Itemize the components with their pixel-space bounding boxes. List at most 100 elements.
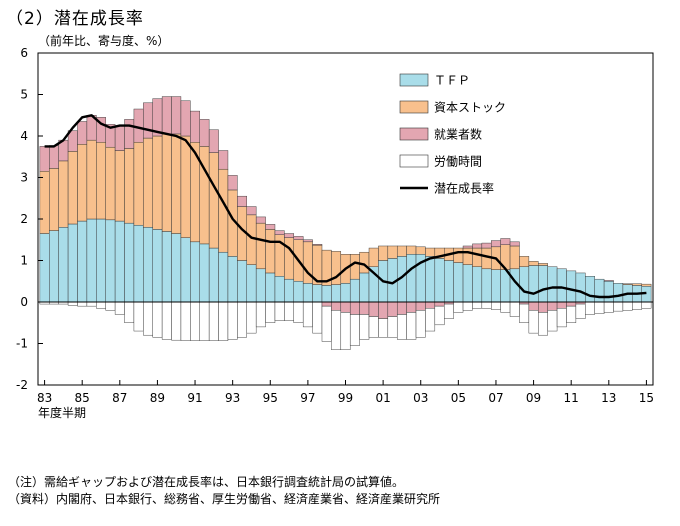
bar-hours (161, 301, 172, 340)
bar-capital (96, 141, 106, 220)
bar-capital (86, 139, 97, 220)
y-tick-label: 2 (20, 212, 28, 226)
bar-hours (387, 316, 398, 338)
bar-hours (528, 310, 539, 334)
bar-hours (462, 301, 473, 311)
bar-labor (190, 110, 200, 143)
bar-tfp (67, 223, 78, 303)
bar-labor (472, 243, 483, 249)
bar-capital (349, 254, 360, 280)
bar-labor (434, 301, 445, 307)
bar-tfp (86, 218, 97, 303)
bar-tfp (556, 268, 567, 303)
bar-hours (86, 301, 97, 307)
bar-hours (274, 301, 285, 321)
bar-hours (453, 301, 464, 313)
bar-capital (453, 247, 464, 263)
bar-hours (218, 301, 229, 341)
bar-labor (227, 175, 238, 191)
bar-hours (293, 301, 304, 323)
bar-capital (208, 152, 219, 249)
bars-layer (39, 96, 652, 350)
bar-labor (143, 102, 153, 139)
bar-hours (575, 303, 586, 319)
bar-capital (622, 283, 633, 285)
bar-labor (359, 301, 370, 315)
bar-labor (368, 301, 379, 317)
bar-hours (500, 301, 511, 313)
x-tick-label: 15 (639, 391, 654, 405)
bar-hours (349, 314, 360, 346)
bar-tfp (227, 256, 238, 303)
bar-tfp (246, 264, 257, 303)
bar-hours (434, 305, 445, 326)
bar-tfp (603, 281, 614, 303)
bar-hours (472, 301, 483, 309)
bar-tfp (472, 266, 483, 303)
bar-capital (359, 251, 370, 274)
note-line: （注）需給ギャップおよび潜在成長率は、日本銀行調査統計局の試算値。 (8, 475, 405, 489)
bar-hours (538, 312, 548, 336)
bar-tfp (199, 243, 210, 303)
bar-tfp (302, 283, 313, 303)
bar-hours (632, 301, 642, 310)
bar-capital (161, 133, 172, 232)
x-tick-label: 83 (37, 391, 52, 405)
bar-labor (284, 233, 295, 238)
series-line-potential-growth (44, 114, 647, 299)
x-tick-label: 95 (263, 391, 278, 405)
bar-tfp (190, 241, 200, 303)
bar-labor (331, 301, 342, 311)
legend-swatch-labor (399, 127, 429, 141)
bar-labor (387, 301, 398, 317)
bar-hours (566, 305, 577, 323)
bar-hours (199, 301, 210, 341)
bar-hours (255, 301, 266, 328)
bar-capital (378, 245, 389, 261)
bar-capital (218, 168, 229, 253)
legend-label-tfp: ＴＦＰ (434, 74, 470, 88)
y-tick-label: 6 (20, 46, 28, 60)
bar-labor (547, 301, 558, 311)
bar-hours (594, 301, 605, 314)
line-layer (44, 114, 647, 299)
bar-labor (49, 145, 59, 169)
bar-labor (491, 240, 501, 248)
bar-hours (96, 301, 106, 309)
x-tick-label: 05 (451, 391, 466, 405)
legend-label-labor: 就業者数 (434, 127, 482, 142)
bar-labor (114, 125, 125, 151)
bar-capital (143, 137, 153, 228)
bar-tfp (96, 218, 106, 303)
bar-hours (519, 303, 530, 323)
bar-capital (284, 237, 295, 280)
bar-tfp (547, 266, 558, 303)
bar-capital (425, 247, 436, 257)
bar-labor (265, 224, 276, 230)
x-tick-label: 91 (187, 391, 202, 405)
y-tick-label: -2 (16, 378, 28, 392)
bar-capital (509, 245, 520, 270)
bar-capital (641, 283, 652, 287)
bar-tfp (161, 231, 172, 303)
bar-hours (340, 312, 351, 350)
bar-labor (180, 100, 191, 137)
bar-hours (312, 301, 323, 334)
bar-tfp (434, 258, 445, 303)
bar-tfp (133, 225, 144, 303)
bar-tfp (114, 220, 125, 303)
bar-labor (566, 301, 577, 307)
bar-tfp (349, 278, 360, 303)
x-tick-label: 97 (300, 391, 315, 405)
bar-capital (39, 171, 50, 234)
bar-tfp (274, 276, 285, 303)
bar-tfp (519, 266, 530, 303)
bar-hours (237, 301, 247, 338)
bar-labor (349, 301, 360, 315)
bar-labor (556, 301, 567, 309)
bar-tfp (613, 283, 624, 303)
bar-hours (509, 301, 520, 317)
bar-hours (406, 312, 417, 340)
bar-hours (302, 301, 313, 328)
